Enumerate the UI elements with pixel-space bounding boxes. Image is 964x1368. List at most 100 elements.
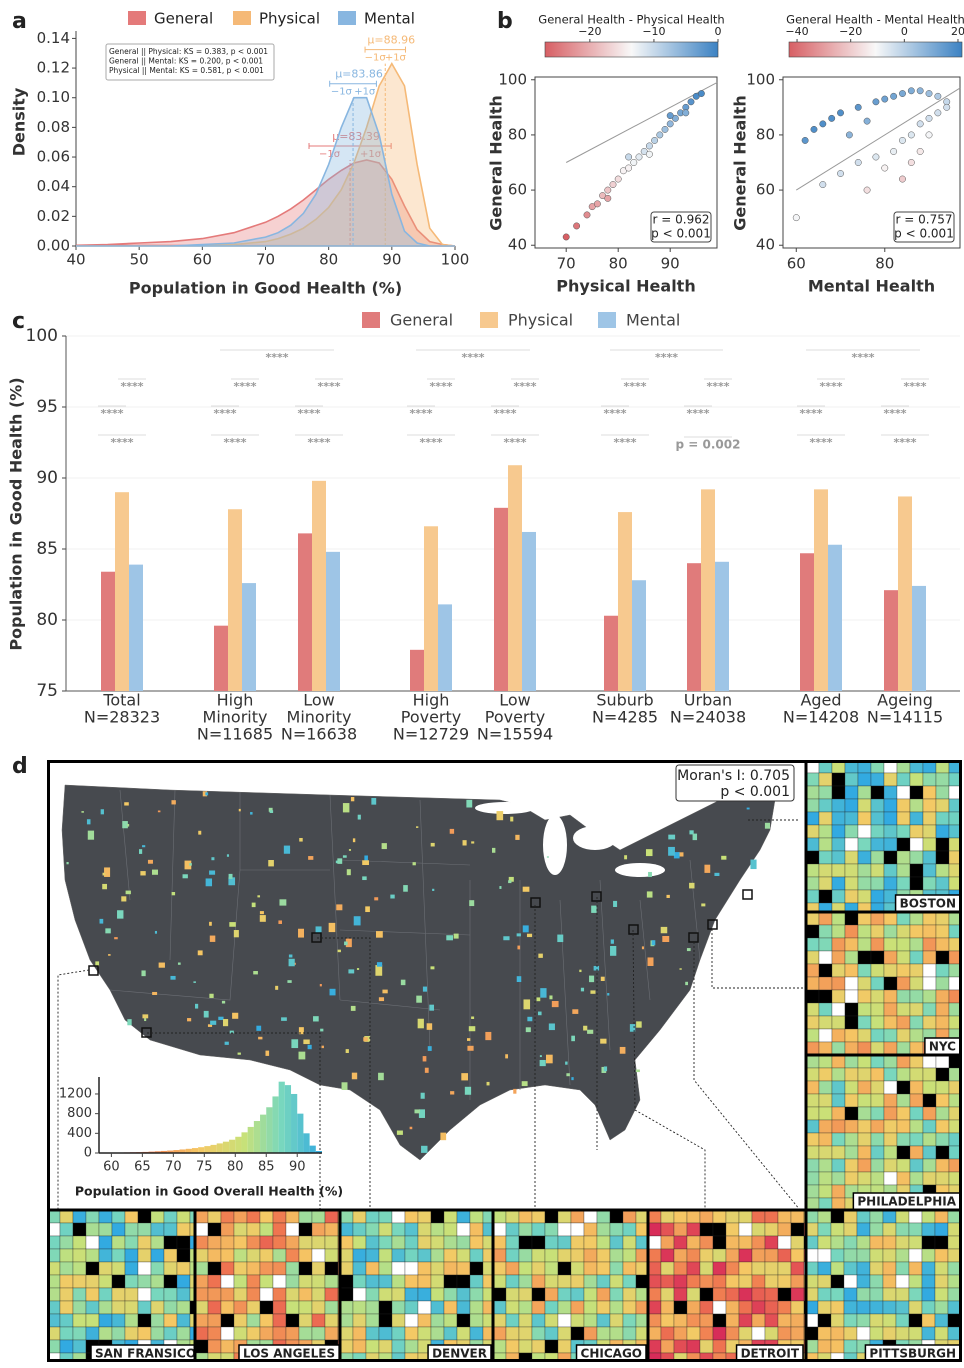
inset-tract xyxy=(545,1353,558,1364)
inset-tract xyxy=(610,1327,623,1340)
tract-dot xyxy=(205,792,208,795)
inset-tract xyxy=(623,1288,636,1301)
inset-tract xyxy=(857,1262,870,1275)
point xyxy=(899,176,905,182)
inset-tract xyxy=(923,1016,936,1029)
tract-dot xyxy=(523,887,530,892)
inset-tract xyxy=(778,1301,791,1314)
significance-label: **** xyxy=(297,407,320,420)
inset-tract xyxy=(923,773,936,786)
inset-tract xyxy=(884,1133,897,1146)
inset-tract xyxy=(312,1223,325,1236)
inset-tract xyxy=(910,799,923,812)
inset-tract xyxy=(418,1236,431,1249)
inset-tract xyxy=(247,1262,260,1275)
inset-tract xyxy=(778,1236,791,1249)
tract-dot xyxy=(546,1055,553,1064)
inset-tract xyxy=(819,786,832,799)
histogram-bar xyxy=(235,1137,241,1153)
legend-swatch xyxy=(362,312,380,328)
inset-tract xyxy=(597,1262,610,1275)
inset-tract xyxy=(806,1055,819,1068)
tract-dot xyxy=(571,1077,573,1080)
inset-tract xyxy=(857,1314,870,1327)
bar xyxy=(298,533,312,691)
inset-tract xyxy=(871,1107,884,1120)
inset-tract xyxy=(923,1159,936,1172)
point xyxy=(573,223,579,229)
inset-tract xyxy=(819,838,832,851)
inset-tract xyxy=(858,851,871,864)
inset-tract xyxy=(910,825,923,838)
inset-tract xyxy=(312,1236,325,1249)
sd-label: −1σ xyxy=(331,87,353,98)
tract-dot xyxy=(346,1049,349,1053)
inset-tract xyxy=(819,1068,832,1081)
inset-tract xyxy=(177,1314,190,1327)
significance-label: **** xyxy=(419,436,442,449)
inset-tract xyxy=(871,812,884,825)
inset-tract xyxy=(819,812,832,825)
inset-tract xyxy=(444,1288,457,1301)
inset-tract xyxy=(610,1262,623,1275)
tract-dot xyxy=(308,856,313,860)
inset-tract xyxy=(506,1340,519,1353)
inset-tract xyxy=(519,1301,532,1314)
inset-tract xyxy=(325,1262,338,1275)
inset-tract xyxy=(584,1301,597,1314)
bar xyxy=(828,545,842,691)
tract-dot xyxy=(234,930,239,937)
inset-tract xyxy=(819,1120,832,1133)
tract-dot xyxy=(127,1019,131,1025)
tract-dot xyxy=(485,1032,491,1040)
tract-dot xyxy=(260,911,264,914)
inset-tract xyxy=(648,1288,661,1301)
inset-tract xyxy=(312,1327,325,1340)
inset-tract xyxy=(806,1172,819,1185)
tract-dot xyxy=(410,1127,413,1129)
inset-tract xyxy=(884,1172,897,1185)
inset-tract xyxy=(273,1314,286,1327)
tract-dot xyxy=(358,815,361,820)
inset-tract xyxy=(726,1223,739,1236)
inset-tract xyxy=(806,877,819,890)
inset-tract xyxy=(923,1081,936,1094)
inset-tract xyxy=(819,1107,832,1120)
inset-tract xyxy=(366,1327,379,1340)
inset-tract xyxy=(897,799,910,812)
inset-tract xyxy=(845,938,858,951)
tract-dot xyxy=(227,854,229,856)
inset-tract xyxy=(312,1262,325,1275)
inset-tract xyxy=(584,1210,597,1223)
inset-tract xyxy=(457,1262,470,1275)
tract-dot xyxy=(353,838,355,842)
inset-tract xyxy=(845,1042,858,1055)
inset-tract xyxy=(273,1236,286,1249)
legend-label: General xyxy=(154,10,213,28)
tract-dot xyxy=(648,957,654,966)
point xyxy=(610,181,616,187)
inset-tract xyxy=(870,1301,883,1314)
histogram-bar xyxy=(223,1142,229,1153)
inset-tract xyxy=(832,864,845,877)
tract-dot xyxy=(450,829,454,834)
inset-tract xyxy=(871,925,884,938)
inset-tract xyxy=(366,1301,379,1314)
inset-tract xyxy=(700,1301,713,1314)
inset-tract xyxy=(832,1107,845,1120)
inset-tract xyxy=(366,1262,379,1275)
inset-tract xyxy=(545,1275,558,1288)
inset-tract xyxy=(884,877,897,890)
inset-tract xyxy=(806,1042,819,1055)
inset-tract xyxy=(177,1262,190,1275)
tract-dot xyxy=(416,826,418,828)
inset-tract xyxy=(858,1081,871,1094)
inset-tract xyxy=(340,1301,353,1314)
y-tick-label: 80 xyxy=(756,125,775,143)
point xyxy=(605,195,611,201)
inset-tract xyxy=(935,1288,948,1301)
inset-tract xyxy=(896,1210,909,1223)
point xyxy=(899,137,905,143)
inset-tract xyxy=(208,1262,221,1275)
histogram-bar xyxy=(217,1143,223,1153)
